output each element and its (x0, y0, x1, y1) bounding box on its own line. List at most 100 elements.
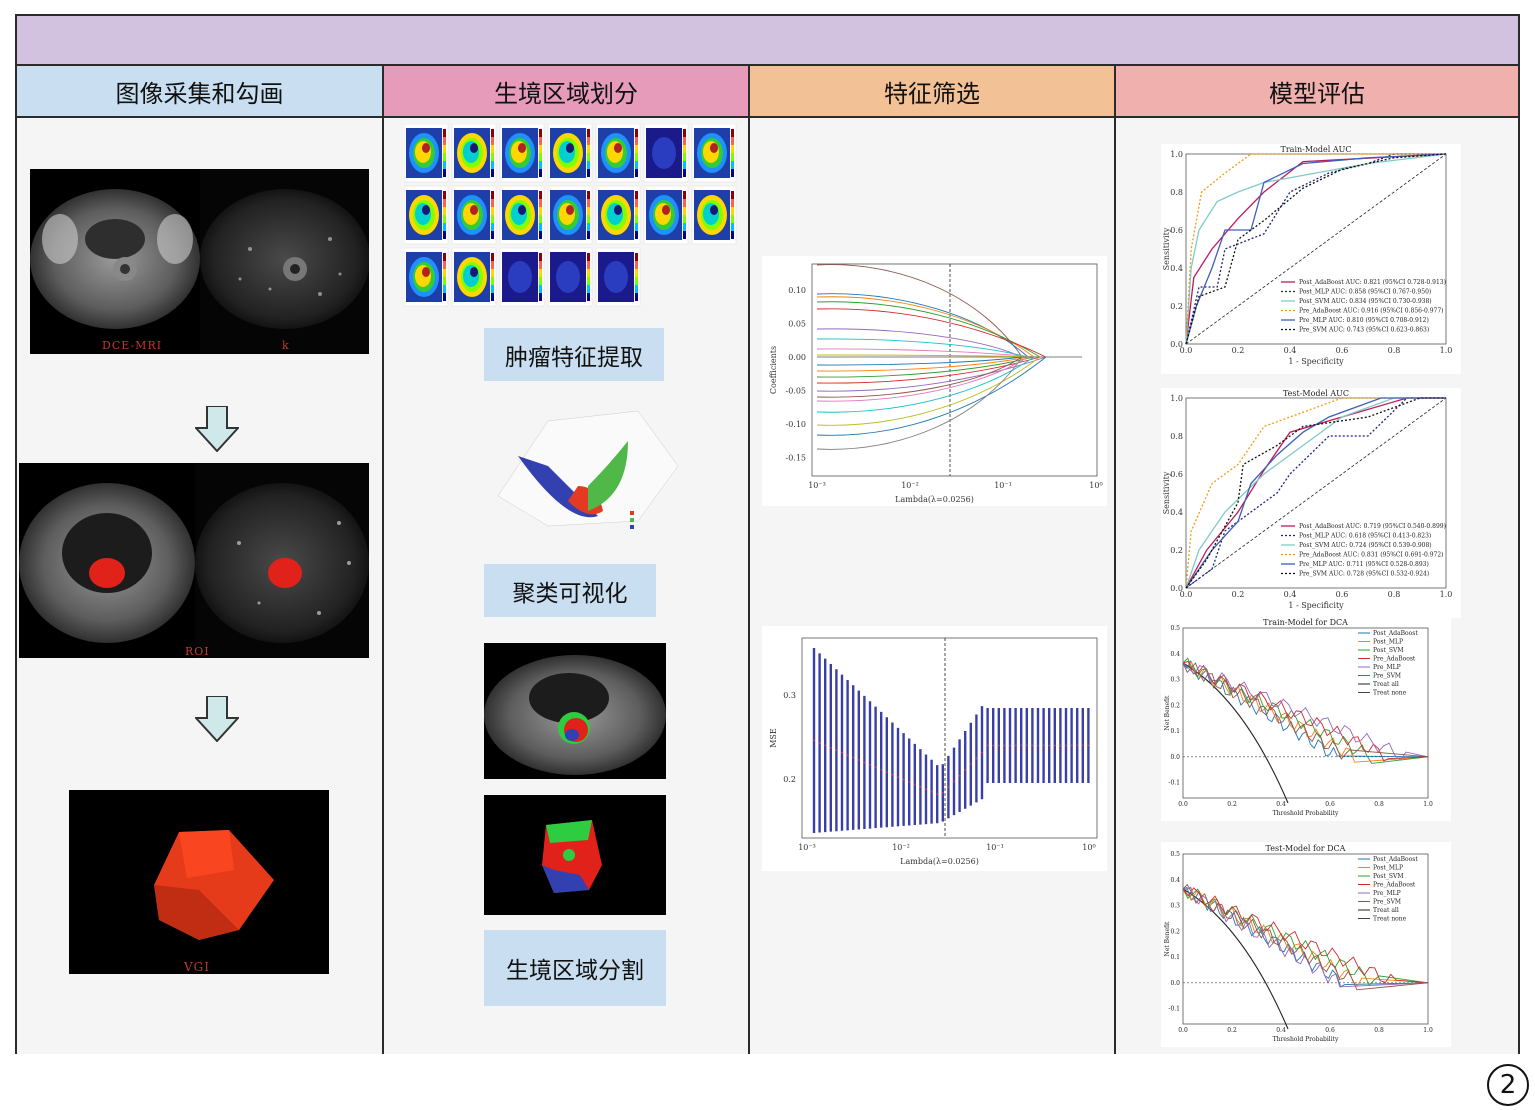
mse-y-axis-label: MSE (769, 728, 778, 748)
mse-mean-point (1081, 744, 1084, 747)
heatmap-colorbar (491, 277, 494, 285)
heatmap-tile (643, 124, 689, 183)
figure-number: 2 (1499, 1070, 1517, 1100)
mse-mean-point (925, 788, 927, 791)
dca-y-tick-label: 0.1 (1170, 954, 1180, 961)
heatmap-tile (595, 247, 641, 307)
mse-mean-point (992, 744, 995, 747)
heatmap-colorbar (731, 223, 734, 231)
heatmap-colorbar (683, 137, 686, 145)
roc-legend-label: Pre_MLP AUC: 0.711 (95%CI 0.528-0.893) (1299, 561, 1429, 568)
heatmap-colorbar (587, 207, 590, 215)
heatmap-tile (643, 185, 689, 245)
heatmap-colorbar (491, 191, 494, 199)
habitat-slice-graphic (484, 655, 666, 775)
dca-x-tick-label: 0.2 (1227, 801, 1237, 808)
step-habitat-segmentation: 生境区域分割 (484, 930, 666, 1006)
heatmap-colorbar (731, 199, 734, 207)
lasso-y-tick-label: -0.15 (785, 454, 806, 463)
heatmap-colorbar (539, 161, 542, 169)
lasso-coefficient-path (816, 356, 1082, 450)
lasso-y-tick-label: -0.10 (785, 420, 806, 429)
roc-legend-label: Post_MLP AUC: 0.858 (95%CI 0.767-0.950) (1299, 289, 1431, 296)
dca-y-tick-label: -0.1 (1168, 780, 1180, 787)
mse-x-tick-label: 10⁰ (1082, 843, 1095, 852)
dca-legend-label: Post_MLP (1373, 639, 1403, 646)
heatmap-colorbar (683, 169, 686, 177)
heatmap-colorbar (443, 269, 446, 277)
heatmap-colorbar (539, 253, 542, 261)
lasso-coefficient-path (816, 348, 1082, 358)
roc-y-tick-label: 0.6 (1170, 470, 1183, 479)
heatmap-colorbar (443, 261, 446, 269)
dca-y-tick-label: 0.0 (1170, 980, 1180, 987)
column-header-model-evaluation: 模型评估 (1116, 66, 1518, 118)
heatmap-tile (595, 185, 641, 245)
lasso-y-axis-label: Coefficients (769, 346, 778, 394)
heatmap-colorbar (539, 231, 542, 239)
roc-legend-label: Post_AdaBoost AUC: 0.821 (95%CI 0.728-0.… (1299, 279, 1446, 286)
roc-y-tick-label: 0.0 (1170, 584, 1183, 593)
heatmap-colorbar (635, 169, 638, 177)
dca-y-tick-label: 0.5 (1170, 851, 1180, 858)
dca-legend-label: Pre_MLP (1373, 890, 1401, 897)
heatmap-colorbar (491, 223, 494, 231)
heatmap-colorbar (443, 231, 446, 239)
heatmap-blob (614, 205, 622, 215)
dca-x-axis-label: Threshold Probability (1273, 1036, 1339, 1043)
mse-y-tick-label: 0.3 (783, 691, 796, 700)
step-label: 肿瘤特征提取 (505, 344, 643, 371)
heatmap-colorbar (587, 293, 590, 301)
mse-mean-point (1037, 744, 1039, 747)
mse-mean-point (936, 793, 939, 796)
roc-curve (1185, 153, 1446, 345)
mse-mean-point (852, 756, 855, 759)
roc-legend-label: Pre_MLP AUC: 0.810 (95%CI 0.708-0.912) (1299, 317, 1429, 324)
mse-mean-point (824, 744, 827, 747)
dca-y-tick-label: -0.1 (1168, 1006, 1180, 1013)
heatmap-tile (595, 124, 641, 183)
heatmap-colorbar (635, 285, 638, 293)
roc-legend-label: Pre_AdaBoost AUC: 0.831 (95%CI 0.691-0.9… (1299, 552, 1444, 559)
roc-curve (1185, 397, 1446, 589)
heatmap-colorbar (491, 161, 494, 169)
mse-y-tick-label: 0.2 (783, 775, 796, 784)
heatmap-colorbar (443, 277, 446, 285)
heatmap-colorbar (539, 153, 542, 161)
lasso-y-tick-label: 0.10 (788, 286, 806, 295)
heatmap-colorbar (635, 223, 638, 231)
lasso-x-tick-label: 10⁰ (1089, 481, 1102, 490)
mse-mean-point (919, 785, 922, 788)
heatmap-colorbar (491, 215, 494, 223)
dca-legend-label: Pre_AdaBoost (1373, 882, 1416, 889)
mse-x-axis-label: Lambda(λ=0.0256) (900, 857, 979, 866)
caption-roi: ROI (185, 645, 210, 658)
mri-pair-graphic (30, 169, 369, 354)
mse-mean-point (1065, 744, 1067, 747)
mse-mean-point (1076, 744, 1079, 747)
down-arrow-icon (195, 406, 239, 452)
heatmap-colorbar (587, 137, 590, 145)
train-dca-svg: Train-Model for DCA Threshold Probability… (1164, 618, 1433, 817)
roc-x-tick-label: 0.8 (1388, 346, 1401, 355)
mse-mean-point (947, 786, 950, 789)
train-auc-svg: Train-Model AUC 1 - Specificity Sensitivit… (1162, 145, 1452, 366)
heatmap-colorbar (683, 153, 686, 161)
roc-y-tick-label: 0.0 (1170, 340, 1183, 349)
heatmap-colorbar (587, 129, 590, 137)
heatmap-colorbar (443, 293, 446, 301)
step-cluster-visualization: 聚类可视化 (484, 564, 656, 617)
lasso-axes-frame (811, 263, 1098, 477)
caption-vgi: VGI (184, 960, 210, 974)
heatmap-colorbar (587, 169, 590, 177)
caption-ktrans: k (282, 339, 290, 352)
dca-model-curve (1182, 883, 1429, 991)
dca-y-axis-label: Net Benefit (1164, 921, 1171, 956)
lasso-coefficient-path (816, 338, 1082, 358)
mse-mean-point (969, 763, 972, 766)
heatmap-colorbar (683, 207, 686, 215)
dca-y-tick-label: 0.2 (1170, 702, 1180, 709)
heatmap-colorbar (539, 207, 542, 215)
top-banner (17, 16, 1518, 66)
step-label: 生境区域分割 (506, 958, 644, 984)
